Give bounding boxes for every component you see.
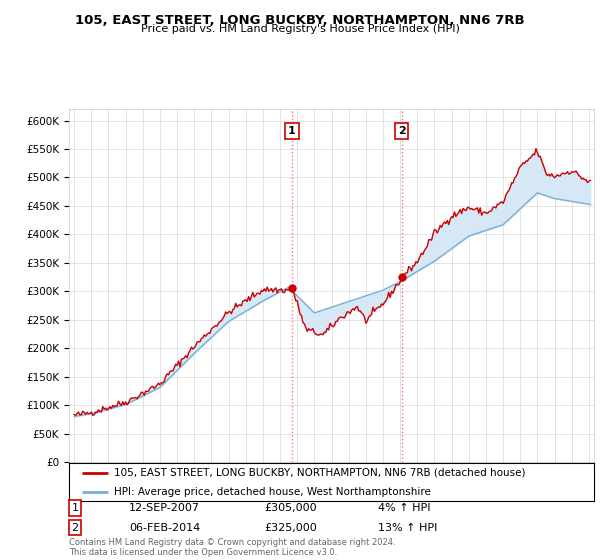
Text: £305,000: £305,000 [264,503,317,513]
Text: £325,000: £325,000 [264,522,317,533]
Text: Contains HM Land Registry data © Crown copyright and database right 2024.
This d: Contains HM Land Registry data © Crown c… [69,538,395,557]
Text: 2: 2 [398,126,406,136]
Text: 4% ↑ HPI: 4% ↑ HPI [378,503,431,513]
Text: 13% ↑ HPI: 13% ↑ HPI [378,522,437,533]
Text: 2: 2 [71,522,79,533]
Text: 1: 1 [288,126,296,136]
Text: 105, EAST STREET, LONG BUCKBY, NORTHAMPTON, NN6 7RB (detached house): 105, EAST STREET, LONG BUCKBY, NORTHAMPT… [113,468,525,478]
Text: HPI: Average price, detached house, West Northamptonshire: HPI: Average price, detached house, West… [113,487,431,497]
Text: Price paid vs. HM Land Registry's House Price Index (HPI): Price paid vs. HM Land Registry's House … [140,24,460,34]
Text: 1: 1 [71,503,79,513]
Text: 12-SEP-2007: 12-SEP-2007 [129,503,200,513]
Text: 06-FEB-2014: 06-FEB-2014 [129,522,200,533]
Text: 105, EAST STREET, LONG BUCKBY, NORTHAMPTON, NN6 7RB: 105, EAST STREET, LONG BUCKBY, NORTHAMPT… [75,14,525,27]
